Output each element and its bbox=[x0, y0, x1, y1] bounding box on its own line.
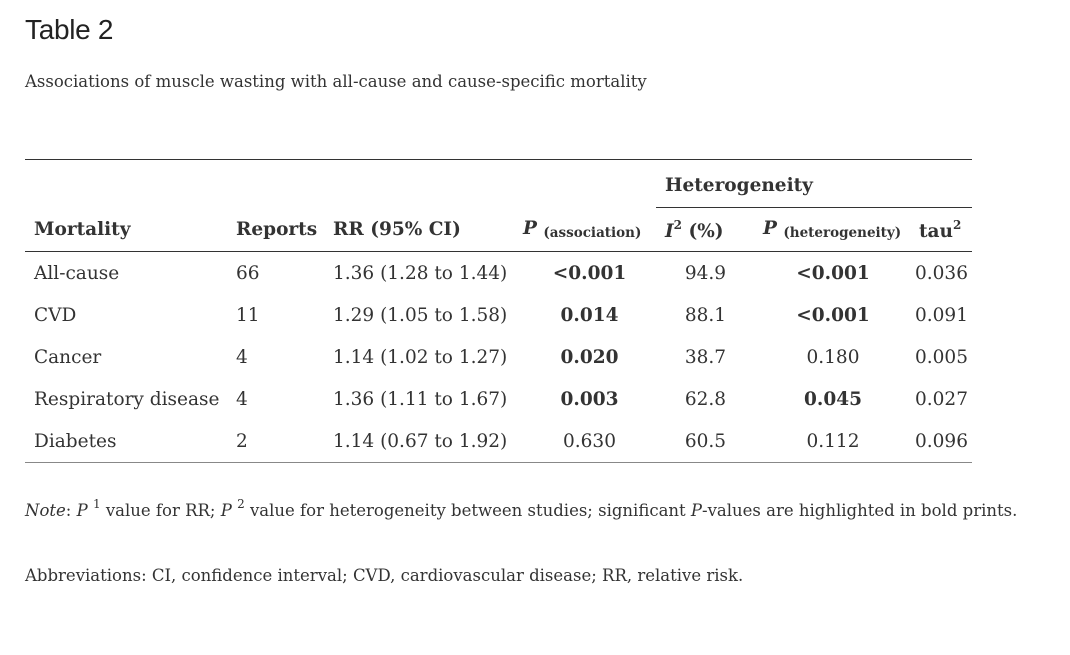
blank-header-cell bbox=[333, 159, 523, 208]
blank-header-cell bbox=[523, 159, 656, 208]
note-superscript-1: 1 bbox=[92, 497, 101, 511]
cell-p-heterogeneity: 0.045 bbox=[804, 388, 862, 410]
note-superscript-2: 2 bbox=[237, 497, 245, 511]
table-row: Diabetes 2 1.14 (0.67 to 1.92) 0.630 60.… bbox=[25, 420, 972, 463]
note-p-letter: P bbox=[76, 501, 88, 520]
cell-mortality: Cancer bbox=[34, 346, 102, 368]
cell-p-heterogeneity: 0.180 bbox=[806, 346, 860, 368]
i-letter: I bbox=[665, 220, 674, 242]
cell-mortality: Diabetes bbox=[25, 420, 236, 463]
cell-rr: 1.36 (1.28 to 1.44) bbox=[333, 262, 508, 284]
note-p-letter: P bbox=[220, 501, 232, 520]
column-header-row: Mortality Reports RR (95% CI) P (associa… bbox=[25, 207, 972, 252]
cell-reports: 11 bbox=[236, 304, 260, 326]
cell-i2: 94.9 bbox=[684, 262, 727, 284]
cell-p-association: 0.003 bbox=[560, 388, 619, 410]
table-row: Respiratory disease 4 1.36 (1.11 to 1.67… bbox=[25, 378, 972, 420]
col-header-rr: RR (95% CI) bbox=[333, 207, 523, 252]
cell-p-heterogeneity: <0.001 bbox=[796, 262, 870, 284]
cell-mortality: All-cause bbox=[34, 262, 120, 284]
cell-i2: 38.7 bbox=[684, 346, 727, 368]
i2-unit: (%) bbox=[688, 220, 724, 242]
cell-reports: 4 bbox=[236, 388, 248, 410]
note-colon: : bbox=[65, 501, 77, 520]
table-caption: Associations of muscle wasting with all-… bbox=[25, 72, 647, 91]
table-title: Table 2 bbox=[25, 14, 114, 45]
table-row: Cancer 4 1.14 (1.02 to 1.27) 0.020 38.7 … bbox=[25, 336, 972, 378]
mortality-table: Heterogeneity Mortality Reports RR (95% … bbox=[25, 159, 972, 463]
cell-tau2: 0.036 bbox=[915, 262, 968, 284]
cell-mortality: Respiratory disease bbox=[34, 388, 220, 410]
tau-base: tau bbox=[919, 220, 953, 242]
cell-tau2: 0.091 bbox=[915, 304, 968, 326]
cell-rr: 1.36 (1.11 to 1.67) bbox=[333, 388, 508, 410]
cell-rr: 1.14 (1.02 to 1.27) bbox=[333, 346, 508, 368]
heterogeneity-subscript: (heterogeneity) bbox=[783, 225, 902, 241]
note-text-3: -values are highlighted in bold prints. bbox=[702, 501, 1018, 520]
tau-superscript: 2 bbox=[952, 217, 962, 232]
cell-i2: 88.1 bbox=[684, 304, 727, 326]
note-p-word: P bbox=[690, 501, 703, 520]
cell-p-association: 0.630 bbox=[523, 420, 656, 463]
association-subscript: (association) bbox=[543, 224, 642, 241]
cell-p-heterogeneity: <0.001 bbox=[796, 304, 870, 326]
table-note: Note: P 1 value for RR; P 2 value for he… bbox=[25, 497, 1017, 520]
cell-i2: 60.5 bbox=[656, 420, 755, 463]
cell-tau2: 0.096 bbox=[911, 420, 972, 463]
blank-header-cell bbox=[236, 159, 333, 208]
table-row: All-cause 66 1.36 (1.28 to 1.44) <0.001 … bbox=[25, 252, 972, 295]
col-header-p-association: P (association) bbox=[523, 207, 656, 252]
cell-p-association: 0.020 bbox=[560, 346, 619, 368]
cell-p-association: <0.001 bbox=[552, 262, 627, 284]
cell-tau2: 0.027 bbox=[915, 388, 968, 410]
col-header-mortality: Mortality bbox=[25, 207, 236, 252]
cell-rr: 1.29 (1.05 to 1.58) bbox=[333, 304, 508, 326]
cell-rr: 1.14 (0.67 to 1.92) bbox=[333, 420, 523, 463]
table-row: CVD 11 1.29 (1.05 to 1.58) 0.014 88.1 <0… bbox=[25, 294, 972, 336]
cell-p-heterogeneity: 0.112 bbox=[755, 420, 911, 463]
heterogeneity-group-header: Heterogeneity bbox=[656, 159, 972, 208]
note-label: Note bbox=[25, 501, 66, 520]
note-text-1: value for RR; bbox=[100, 501, 221, 520]
p-letter: P bbox=[523, 217, 537, 239]
cell-tau2: 0.005 bbox=[915, 346, 968, 368]
blank-header-cell bbox=[25, 159, 236, 208]
abbreviations-note: Abbreviations: CI, confidence interval; … bbox=[25, 566, 744, 585]
col-header-tau2: tau2 bbox=[911, 207, 972, 252]
cell-reports: 2 bbox=[236, 420, 333, 463]
group-header-row: Heterogeneity bbox=[25, 159, 972, 208]
cell-reports: 66 bbox=[236, 262, 260, 284]
p-letter: P bbox=[763, 218, 777, 239]
i2-superscript: 2 bbox=[673, 217, 683, 232]
col-header-reports: Reports bbox=[236, 207, 333, 252]
col-header-p-heterogeneity: P (heterogeneity) bbox=[755, 207, 911, 252]
col-header-i2: I2 (%) bbox=[656, 207, 755, 252]
cell-reports: 4 bbox=[236, 346, 248, 368]
cell-mortality: CVD bbox=[34, 304, 77, 326]
cell-p-association: 0.014 bbox=[560, 304, 619, 326]
cell-i2: 62.8 bbox=[684, 388, 727, 410]
note-text-2: value for heterogeneity between studies;… bbox=[244, 501, 691, 520]
